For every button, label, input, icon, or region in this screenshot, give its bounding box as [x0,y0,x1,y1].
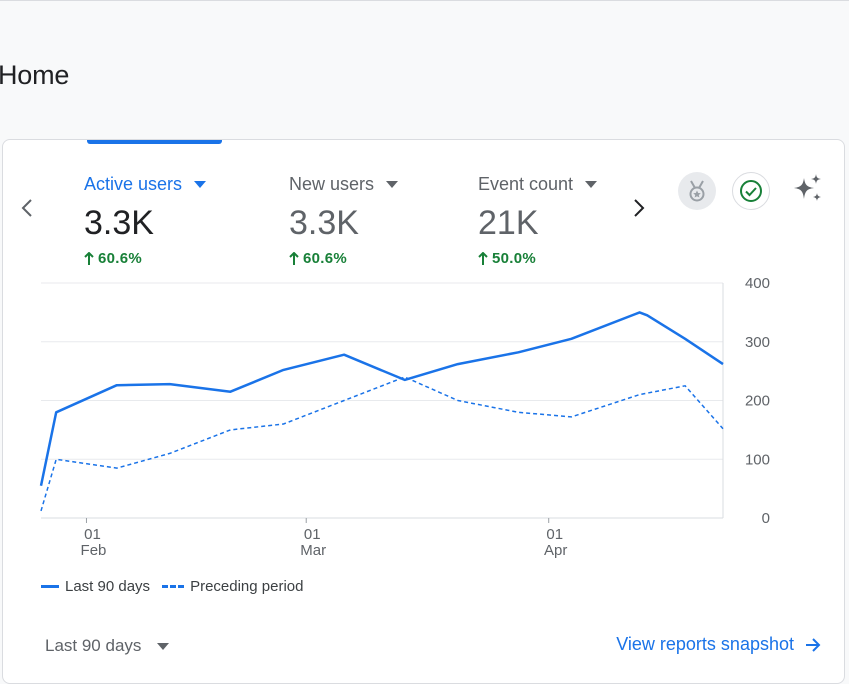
x-tick-day: 01 [304,526,321,543]
metric-value: 21K [478,204,539,242]
metric-change-text: 50.0% [492,250,537,267]
metric-value: 3.3K [289,204,359,242]
metric-value: 3.3K [84,204,154,242]
date-range-label: Last 90 days [45,636,142,655]
series-last-90-days [39,311,724,486]
y-tick-label: 100 [745,451,770,468]
check-status-button[interactable] [732,172,770,210]
y-tick-label: 400 [745,275,770,292]
y-tick-label: 300 [745,334,770,351]
caret-down-icon [157,643,170,650]
arrow-up-icon [478,251,488,265]
x-tick-month: Apr [544,542,567,559]
arrow-up-icon [289,251,299,265]
metric-event-count[interactable]: Event count 21K 50.0% [478,172,598,267]
legend-label: Preceding period [190,578,304,595]
metric-label-text: New users [289,173,375,194]
chart-legend: Last 90 days Preceding period [41,578,315,595]
caret-down-icon [386,181,399,188]
metric-change: 60.6% [289,250,398,267]
x-tick-month: Feb [81,542,107,559]
medal-button[interactable] [678,172,716,210]
y-axis: 0 100 200 300 400 [745,275,770,527]
metric-label: Event count [478,172,598,196]
chart-series [39,311,724,512]
metric-active-users[interactable]: Active users 3.3K 60.6% [84,172,207,267]
legend-swatch-solid [41,585,59,588]
metric-change-text: 60.6% [98,250,143,267]
view-reports-label: View reports snapshot [616,634,794,654]
series-preceding-period [40,376,724,512]
sparkle-icon [794,174,821,201]
x-tick-day: 01 [546,526,563,543]
metric-new-users[interactable]: New users 3.3K 60.6% [289,172,399,267]
metric-label: New users [289,172,399,196]
top-divider [0,0,849,1]
arrow-right-icon [806,637,821,652]
metric-change-text: 60.6% [303,250,348,267]
metric-label: Active users [84,172,207,196]
page-title: Home [0,60,70,90]
caret-down-icon [194,181,207,188]
metric-change: 50.0% [478,250,597,267]
y-tick-label: 0 [762,510,770,527]
check-circle-icon [740,180,762,202]
legend-label: Last 90 days [65,578,151,595]
legend-item-preceding-period: Preceding period [162,578,303,595]
chevron-right-icon [634,199,645,217]
insights-button[interactable] [789,170,827,208]
metric-label-text: Event count [478,173,574,194]
metric-label-text: Active users [84,173,183,194]
arrow-up-icon [84,251,94,265]
medal-icon [689,180,705,202]
prev-metrics-button[interactable] [15,196,39,220]
view-reports-snapshot-link[interactable]: View reports snapshot [616,634,822,655]
chart-grid [41,282,724,519]
date-range-select[interactable]: Last 90 days [45,636,170,656]
summary-card: Active users 3.3K 60.6% New users 3.3K 6… [2,139,845,684]
x-tick-day: 01 [84,526,101,543]
metric-change: 60.6% [84,250,206,267]
chevron-left-icon [21,199,32,217]
y-tick-label: 200 [745,393,770,410]
x-tick-month: Mar [300,542,326,559]
caret-down-icon [585,181,598,188]
legend-item-last-90-days: Last 90 days [41,578,150,595]
active-tab-indicator [87,140,222,144]
legend-swatch-dashed [162,585,185,588]
next-metrics-button[interactable] [627,196,651,220]
